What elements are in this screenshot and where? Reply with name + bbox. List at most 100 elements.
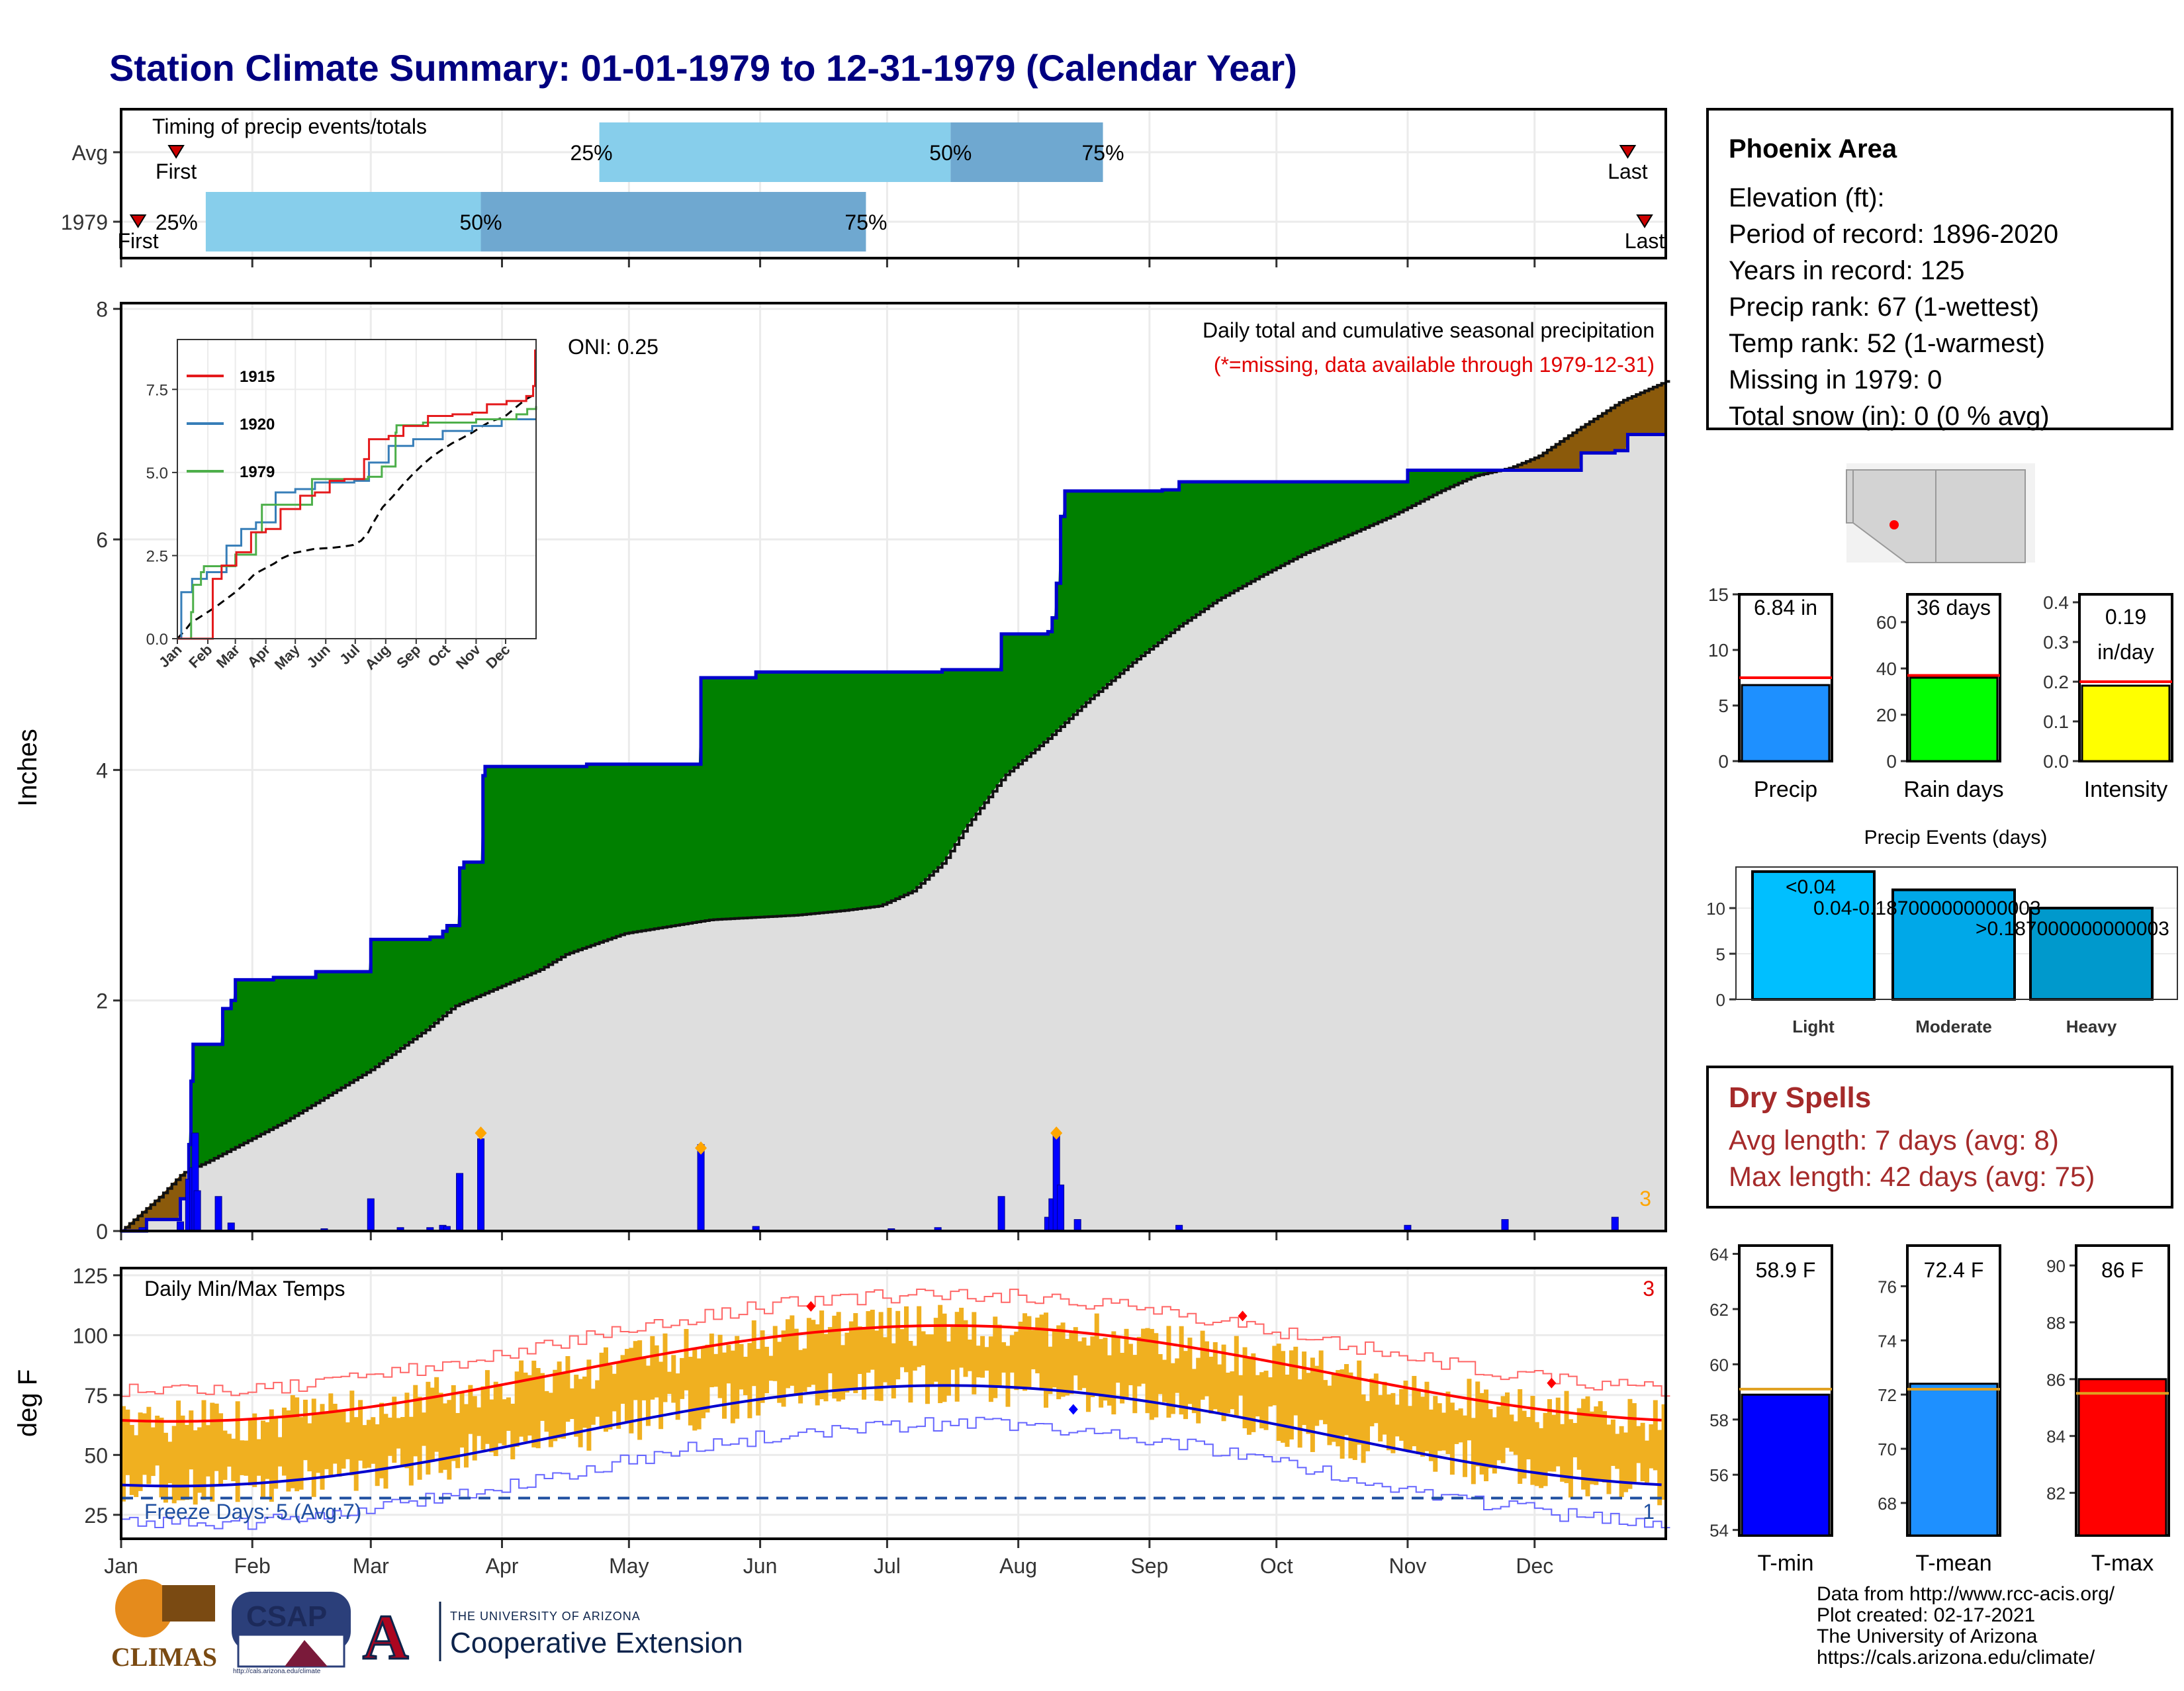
temp-daily-range-bar (1103, 1338, 1108, 1401)
temp-daily-range-bar (963, 1320, 968, 1377)
temp-bar-y-tick-label: 70 (1878, 1440, 1897, 1459)
temp-daily-range-bar (848, 1321, 854, 1390)
temp-missing-count: 3 (1643, 1277, 1655, 1301)
month-axis-label: May (609, 1554, 649, 1578)
temp-daily-range-bar (451, 1385, 456, 1461)
station-missing: Missing in 1979: 0 (1729, 365, 1942, 394)
precip-events-category-label: Light (1792, 1017, 1835, 1036)
temp-daily-range-bar (1276, 1344, 1281, 1441)
temp-bar-value-label: 86 F (2101, 1258, 2144, 1282)
temp-y-tick-label: 25 (84, 1504, 108, 1528)
precip-events-label-light: <0.04 (1786, 876, 1836, 898)
temp-daily-range-bar (921, 1331, 926, 1366)
dry-spells-max: Max length: 42 days (avg: 75) (1729, 1161, 2095, 1192)
temp-daily-range-bar (561, 1373, 567, 1439)
temp-daily-range-bar (548, 1393, 553, 1447)
temp-daily-range-bar (1560, 1424, 1565, 1482)
temp-daily-range-bar (193, 1430, 198, 1505)
precip-daily-bar (367, 1198, 375, 1232)
temp-daily-range-bar (1090, 1336, 1095, 1398)
temp-bar-y-tick-label: 60 (1709, 1355, 1729, 1375)
precip-daily-bar (1501, 1219, 1509, 1232)
temp-daily-range-bar (366, 1420, 371, 1468)
temp-daily-range-bar (1048, 1346, 1053, 1394)
mini-intensity-value-bar (2081, 684, 2171, 762)
temp-daily-range-bar (1281, 1351, 1286, 1443)
temp-daily-range-bar (1420, 1396, 1426, 1457)
temp-daily-range-bar (484, 1370, 490, 1444)
station-name: Phoenix Area (1729, 134, 1897, 163)
temp-daily-range-bar (772, 1326, 778, 1381)
temp-record-high-line (121, 1288, 1670, 1397)
temp-daily-range-bar (701, 1348, 706, 1418)
ua-logo-letter: A (361, 1601, 409, 1674)
timing-p75-label: 75% (844, 210, 887, 234)
timing-row-label: Avg (71, 141, 108, 165)
temp-daily-range-bar (980, 1336, 985, 1378)
footer-plot-created: Plot created: 02-17-2021 (1817, 1604, 2036, 1626)
mini-raindays-y-tick-label: 0 (1886, 751, 1897, 772)
temp-daily-range-bar (1225, 1372, 1230, 1414)
temp-daily-range-bar (666, 1371, 672, 1394)
temp-daily-range-bar (430, 1387, 435, 1462)
temp-daily-range-bar (400, 1416, 406, 1467)
mini-intensity-unit: in/day (2097, 640, 2154, 664)
temp-daily-range-bar (226, 1434, 232, 1467)
temp-daily-range-bar (1158, 1353, 1163, 1394)
temp-daily-range-bar (535, 1368, 541, 1449)
temp-daily-range-bar (841, 1345, 846, 1400)
temp-daily-range-bar (1297, 1379, 1302, 1448)
temp-daily-range-bar (836, 1312, 841, 1402)
temp-daily-range-bar (302, 1399, 308, 1461)
temp-daily-range-bar (705, 1344, 710, 1413)
timing-panel-title: Timing of precip events/totals (152, 114, 427, 138)
temp-daily-range-bar (777, 1342, 782, 1403)
mini-intensity-value: 0.19 (2105, 605, 2146, 629)
temp-daily-range-bar (717, 1334, 723, 1398)
inset-normal-line (176, 392, 537, 640)
temp-daily-range-bar (1191, 1369, 1197, 1414)
temp-bar-label: T-max (2091, 1551, 2154, 1576)
temp-daily-range-bar (316, 1412, 321, 1473)
temp-daily-range-bar (1099, 1339, 1104, 1408)
temp-daily-range-bar (1234, 1336, 1239, 1417)
temp-daily-range-bar (756, 1349, 761, 1416)
temp-daily-range-bar (650, 1336, 655, 1400)
temp-daily-range-bar (1238, 1375, 1244, 1396)
temp-daily-range-bar (244, 1440, 249, 1476)
temp-bar-y-tick-label: 64 (1709, 1245, 1729, 1265)
temp-daily-range-bar (1060, 1322, 1066, 1397)
temp-y-tick-label: 125 (73, 1264, 108, 1288)
csap-logo-mountain-icon (285, 1640, 328, 1667)
temp-daily-range-bar (269, 1409, 274, 1502)
temp-daily-range-bar (189, 1410, 194, 1470)
temp-daily-range-bar (472, 1396, 477, 1461)
station-precip-rank: Precip rank: 67 (1-wettest) (1729, 293, 2040, 322)
timing-last-marker (1636, 214, 1653, 228)
temp-daily-range-bar (1488, 1409, 1493, 1469)
temp-daily-range-bar (1107, 1355, 1112, 1406)
temp-record-marker (1547, 1377, 1557, 1389)
temp-daily-range-bar (1631, 1403, 1637, 1482)
temp-daily-range-bar (1183, 1351, 1189, 1420)
inset-series-1915-line (177, 349, 537, 640)
temp-daily-range-bar (1416, 1389, 1421, 1455)
temp-daily-range-bar (125, 1409, 130, 1475)
station-info-box: Phoenix Area Elevation (ft): Period of r… (1706, 108, 2173, 431)
temp-bar-label: T-mean (1915, 1551, 1991, 1576)
temp-daily-range-bar (1293, 1346, 1298, 1416)
temp-daily-range-bar (790, 1315, 795, 1386)
temp-bar-value-label: 72.4 F (1924, 1258, 1984, 1282)
temp-daily-range-bar (1357, 1360, 1362, 1445)
temp-panel-title: Daily Min/Max Temps (144, 1277, 345, 1301)
inset-y-tick-label: 0.0 (146, 631, 168, 649)
temp-daily-range-bar (349, 1391, 355, 1476)
temp-daily-range-bar (455, 1412, 461, 1469)
temp-daily-range-bar (827, 1327, 833, 1373)
temp-daily-range-bar (320, 1404, 325, 1490)
mini-precip-value: 6.84 in (1754, 596, 1817, 619)
temp-daily-range-bar (1505, 1392, 1510, 1448)
temp-daily-range-bar (1594, 1406, 1599, 1485)
temp-daily-range-bar (1246, 1357, 1251, 1435)
